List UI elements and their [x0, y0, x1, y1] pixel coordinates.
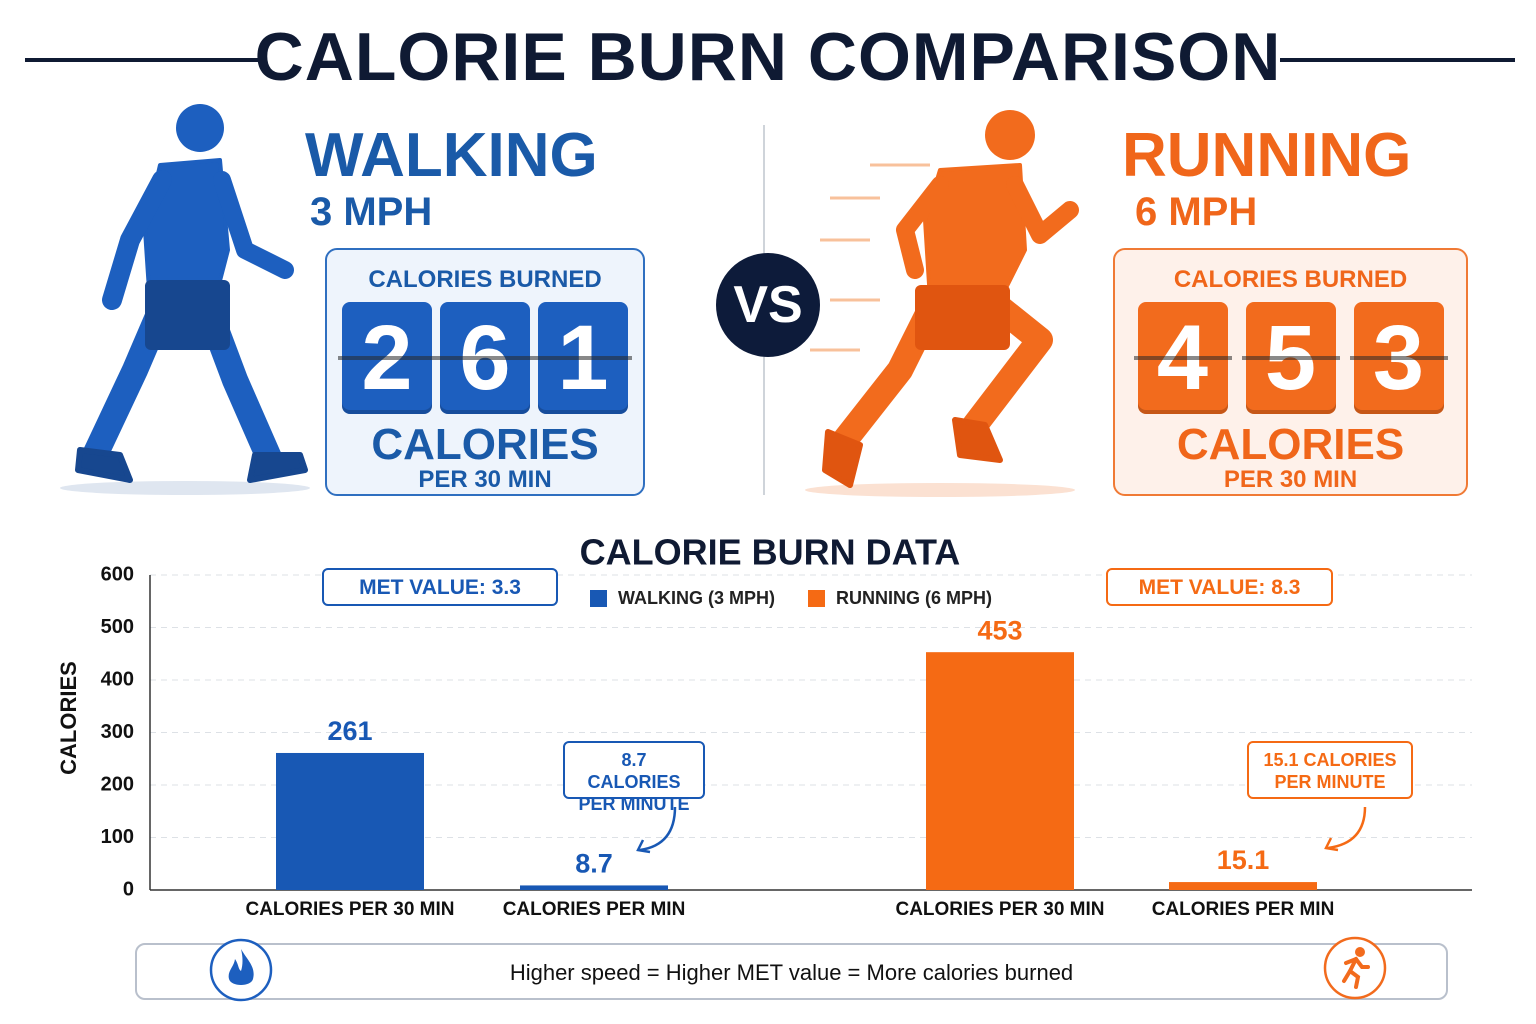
title-rule: [25, 58, 265, 62]
digit-tile: 5: [1241, 302, 1340, 414]
activity-speed: 3 MPH: [310, 190, 433, 234]
callout-arrow: [639, 806, 677, 852]
activity-speed: 6 MPH: [1135, 190, 1258, 234]
vs-text: VS: [733, 276, 803, 334]
annotation: MET VALUE: 3.3: [322, 568, 558, 606]
box-unit: CALORIES: [371, 420, 599, 469]
value-label: 8.7: [575, 849, 613, 879]
digit-tile: 2: [338, 302, 436, 414]
vs-badge: [716, 253, 820, 357]
x-tick-label: CALORIES PER MIN: [503, 899, 686, 920]
value-label: 15.1: [1217, 845, 1270, 875]
value-label: 261: [327, 716, 372, 746]
chart: CALORIE BURN DATA CALORIES 0 100 200 300 400 50…: [56, 532, 1472, 920]
callout-arrow: [1327, 806, 1367, 850]
box-label: CALORIES BURNED: [368, 266, 602, 293]
box-period: PER 30 MIN: [418, 466, 552, 493]
y-tick-label: 100: [101, 826, 134, 848]
bar: [926, 652, 1074, 890]
legend-swatch: [590, 590, 607, 607]
y-tick-label: 200: [101, 773, 134, 795]
annotation: MET VALUE: 8.3: [1106, 568, 1333, 606]
bar: [520, 885, 668, 890]
legend-label: RUNNING (6 MPH): [836, 588, 992, 608]
box-period: PER 30 MIN: [1223, 466, 1358, 493]
digit-tile: 1: [534, 302, 632, 414]
value-label: 453: [977, 615, 1022, 645]
arrow-head: [1324, 837, 1339, 852]
shadow: [805, 483, 1075, 497]
shadow: [60, 481, 310, 495]
walker: [75, 104, 308, 483]
chart-title: CALORIE BURN DATA: [580, 532, 961, 573]
y-tick-label: 300: [101, 721, 134, 743]
flame-icon: [209, 938, 273, 1002]
box-unit: CALORIES: [1176, 420, 1405, 469]
digit-tile: 4: [1133, 302, 1232, 414]
runner: [822, 110, 1079, 488]
footer-box: Higher speed = Higher MET value = More c…: [135, 943, 1448, 1000]
x-tick-label: CALORIES PER MIN: [1152, 899, 1335, 920]
y-tick-label: 400: [101, 668, 134, 690]
figures: [60, 104, 1079, 497]
digit-tile: 3: [1349, 302, 1448, 414]
y-tick-label: 500: [101, 616, 134, 638]
y-tick-label: 0: [123, 878, 134, 900]
legend-swatch: [808, 590, 825, 607]
activity-name: WALKING: [305, 121, 598, 190]
title-rule: [1280, 58, 1515, 62]
y-axis-label: CALORIES: [56, 661, 81, 775]
box-label: CALORIES BURNED: [1173, 266, 1408, 293]
legend-label: WALKING (3 MPH): [618, 588, 775, 608]
activity-name: RUNNING: [1122, 121, 1412, 190]
y-tick-label: 600: [101, 563, 134, 585]
annotation: 8.7 CALORIES PER MINUTE: [563, 741, 705, 814]
digit-tile: 6: [436, 302, 534, 414]
page-title: CALORIE BURN COMPARISON: [254, 19, 1282, 95]
x-tick-label: CALORIES PER 30 MIN: [245, 899, 454, 920]
bar: [276, 752, 424, 890]
bar: [1169, 882, 1317, 890]
x-tick-label: CALORIES PER 30 MIN: [895, 899, 1104, 920]
annotation: 15.1 CALORIES PER MINUTE: [1247, 741, 1413, 799]
footer-text: Higher speed = Higher MET value = More c…: [509, 960, 1074, 985]
arrow-head: [636, 839, 651, 854]
runner-icon: [1323, 936, 1387, 1000]
speed-lines: [810, 163, 930, 352]
